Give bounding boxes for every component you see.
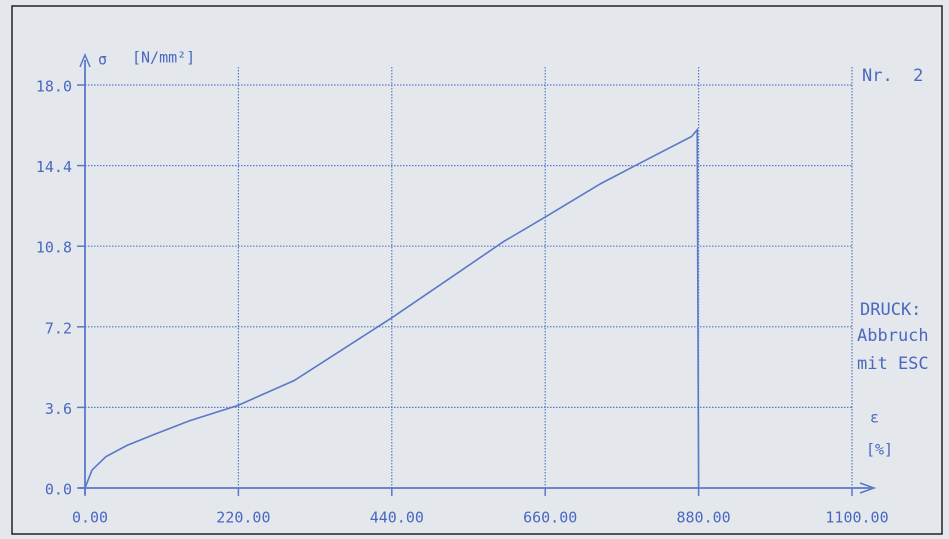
x-tick-label: 220.00 [216,509,270,527]
annotation: mit ESC [857,354,929,374]
annotation: Nr. 2 [862,66,923,86]
y-tick-label: 7.2 [45,319,72,337]
y-tick-label: 0.0 [45,481,72,499]
x-tick-label: 0.00 [72,509,108,527]
y-arrow [79,53,91,68]
y-tick-label: 14.4 [36,158,72,176]
x-arrow [859,482,877,494]
y-tick-label: 3.6 [45,400,72,418]
annotation: Abbruch [857,326,929,346]
y-tick-label: 10.8 [36,239,72,257]
x-unit: [%] [866,441,893,459]
x-tick-label: 1100.00 [825,509,888,527]
annotation: DRUCK: [860,300,921,320]
y-unit: [N/mm²] [132,49,195,67]
frame [11,5,943,535]
data-line [84,127,700,489]
x-tick-label: 660.00 [523,509,577,527]
x-tick-label: 880.00 [677,509,731,527]
x-label: ε [870,409,879,427]
x-tick-label: 440.00 [370,509,424,527]
y-label: σ [98,51,107,69]
y-tick-label: 18.0 [36,78,72,96]
